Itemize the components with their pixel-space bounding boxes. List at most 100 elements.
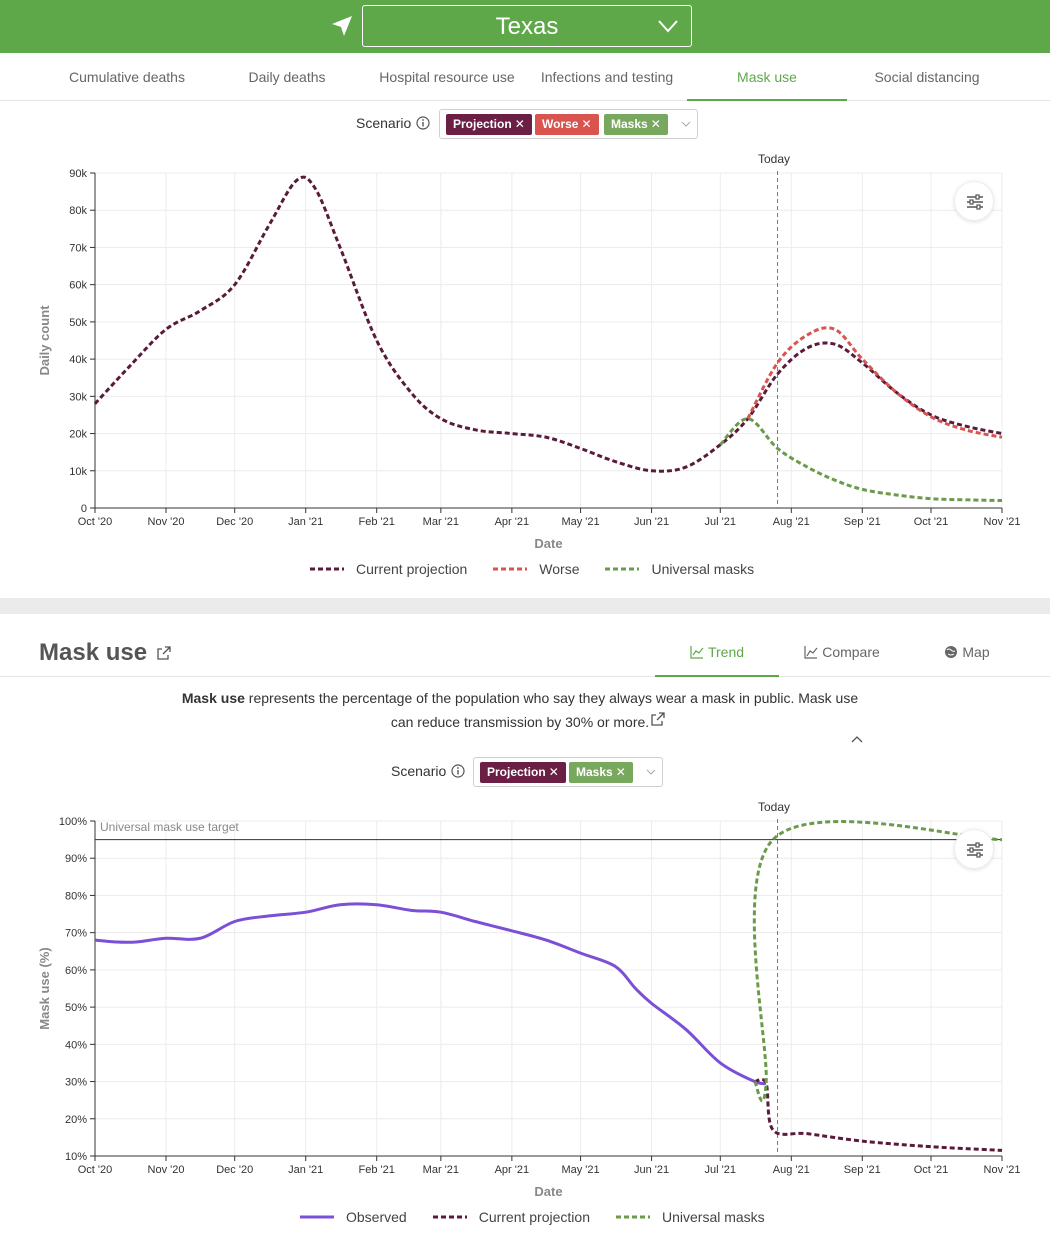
legend-label: Universal masks	[661, 1209, 765, 1225]
sliders-icon	[967, 842, 983, 858]
y-tick-label: 70k	[69, 242, 87, 254]
series-line-worse	[746, 326, 1003, 439]
info-icon[interactable]	[416, 116, 430, 130]
y-tick-label: 80k	[69, 205, 87, 217]
x-tick-label: Sep '21	[844, 516, 881, 528]
top-bar: Texas	[0, 0, 1050, 53]
remove-icon[interactable]: ✕	[581, 117, 592, 131]
mask-subtabs: Trend Compare Map	[0, 630, 1050, 677]
legend-item[interactable]: Universal masks	[615, 1209, 765, 1225]
tab-cumulative-deaths[interactable]: Cumulative deaths	[69, 69, 185, 85]
today-label: Today	[758, 152, 791, 166]
section-divider	[0, 598, 1050, 614]
target-label: Universal mask use target	[100, 820, 239, 834]
external-link-icon[interactable]	[157, 646, 171, 660]
main-tabs: Cumulative deaths Daily deaths Hospital …	[0, 53, 1050, 101]
remove-icon[interactable]: ✕	[514, 117, 525, 131]
tab-social-distancing[interactable]: Social distancing	[874, 69, 980, 85]
scenario-select-1[interactable]: Projection ✕ Worse ✕ Masks ✕	[439, 109, 698, 139]
legend-label: Observed	[346, 1209, 407, 1225]
x-tick-label: Feb '21	[359, 516, 395, 528]
chip-projection[interactable]: Projection ✕	[480, 762, 566, 783]
collapse-icon[interactable]	[851, 734, 863, 744]
chip-worse[interactable]: Worse ✕	[535, 114, 599, 135]
legend-label: Universal masks	[651, 561, 755, 577]
chip-masks[interactable]: Masks ✕	[604, 114, 668, 135]
x-tick-label: Oct '21	[914, 1164, 949, 1176]
legend-item[interactable]: Worse	[493, 561, 579, 577]
x-tick-label: Jun '21	[634, 516, 669, 528]
legend-swatch	[605, 567, 640, 571]
tab-trend[interactable]: Trend	[655, 630, 779, 677]
chip-projection[interactable]: Projection ✕	[446, 114, 532, 135]
x-tick-label: May '21	[561, 1164, 599, 1176]
y-tick-label: 40k	[69, 354, 87, 366]
tab-compare[interactable]: Compare	[780, 630, 904, 677]
tab-hospital-resource-use[interactable]: Hospital resource use	[379, 69, 515, 85]
series-line-observed	[94, 902, 767, 1086]
legend-label: Worse	[539, 561, 580, 577]
chevron-down-icon[interactable]	[681, 120, 691, 128]
external-link-icon[interactable]	[651, 712, 665, 726]
x-tick-label: Nov '21	[984, 516, 1021, 528]
infections-chart: 0 10k 20k 30k 40k 50k 60k 70k 80k 90k Oct '20 Nov '…	[37, 168, 1021, 551]
chart-settings-button[interactable]	[954, 181, 994, 221]
legend-item[interactable]: Current projection	[432, 1209, 590, 1225]
chip-masks[interactable]: Masks ✕	[569, 762, 633, 783]
x-tick-label: Aug '21	[773, 516, 810, 528]
y-tick-label: 10%	[65, 1151, 87, 1163]
remove-icon[interactable]: ✕	[615, 765, 626, 779]
x-tick-label: Apr '21	[495, 516, 530, 528]
x-tick-label: Feb '21	[359, 1164, 395, 1176]
legend-swatch	[310, 567, 344, 571]
y-tick-label: 90k	[69, 168, 87, 180]
chip-label: Worse	[542, 117, 579, 131]
x-tick-label: Jun '21	[634, 1164, 669, 1176]
state-name: Texas	[495, 13, 559, 40]
legend-swatch	[432, 1215, 467, 1219]
legend-swatch	[300, 1215, 334, 1219]
tab-mask-use[interactable]: Mask use	[687, 53, 847, 101]
legend-swatch	[493, 567, 528, 571]
description-text: represents the percentage of the populat…	[244, 690, 859, 730]
legend-item[interactable]: Current projection	[310, 561, 467, 577]
x-tick-label: Mar '21	[423, 516, 459, 528]
scenario-label-2: Scenario	[391, 763, 465, 779]
x-tick-label: Mar '21	[423, 1164, 459, 1176]
x-tick-label: Nov '20	[148, 1164, 185, 1176]
location-arrow-icon[interactable]	[330, 14, 354, 38]
legend-item[interactable]: Observed	[300, 1209, 407, 1225]
tab-label: Trend	[707, 644, 745, 660]
x-axis-label: Date	[534, 536, 562, 551]
remove-icon[interactable]: ✕	[548, 765, 559, 779]
x-tick-label: Nov '21	[984, 1164, 1021, 1176]
info-icon[interactable]	[451, 764, 465, 778]
x-tick-label: May '21	[561, 516, 599, 528]
y-tick-label: 30k	[69, 391, 87, 403]
chevron-down-icon[interactable]	[646, 768, 656, 776]
y-tick-label: 20%	[65, 1114, 87, 1126]
legend-label: Current projection	[356, 561, 468, 577]
area-chart-icon	[804, 646, 818, 659]
x-tick-label: Jan '21	[288, 516, 323, 528]
tab-daily-deaths[interactable]: Daily deaths	[248, 69, 326, 85]
state-selector[interactable]: Texas	[362, 5, 692, 47]
y-tick-label: 40%	[65, 1039, 87, 1051]
line-chart-icon	[690, 646, 704, 659]
tab-label: Map	[962, 644, 990, 660]
y-axis-label: Mask use (%)	[37, 947, 52, 1029]
legend-item[interactable]: Universal masks	[605, 561, 754, 577]
chart-settings-button[interactable]	[954, 829, 994, 869]
remove-icon[interactable]: ✕	[650, 117, 661, 131]
tab-infections-testing[interactable]: Infections and testing	[540, 69, 674, 85]
x-tick-label: Oct '21	[914, 516, 949, 528]
series-line-current-projection	[93, 175, 1003, 473]
legend-1: Current projection Worse Universal masks	[310, 561, 780, 577]
x-tick-label: Oct '20	[78, 1164, 113, 1176]
tab-map[interactable]: Map	[905, 630, 1029, 677]
mask-description: Mask use represents the percentage of th…	[170, 686, 870, 734]
x-tick-label: Sep '21	[844, 1164, 881, 1176]
x-tick-label: Oct '20	[78, 516, 113, 528]
scenario-select-2[interactable]: Projection ✕ Masks ✕	[473, 757, 663, 787]
